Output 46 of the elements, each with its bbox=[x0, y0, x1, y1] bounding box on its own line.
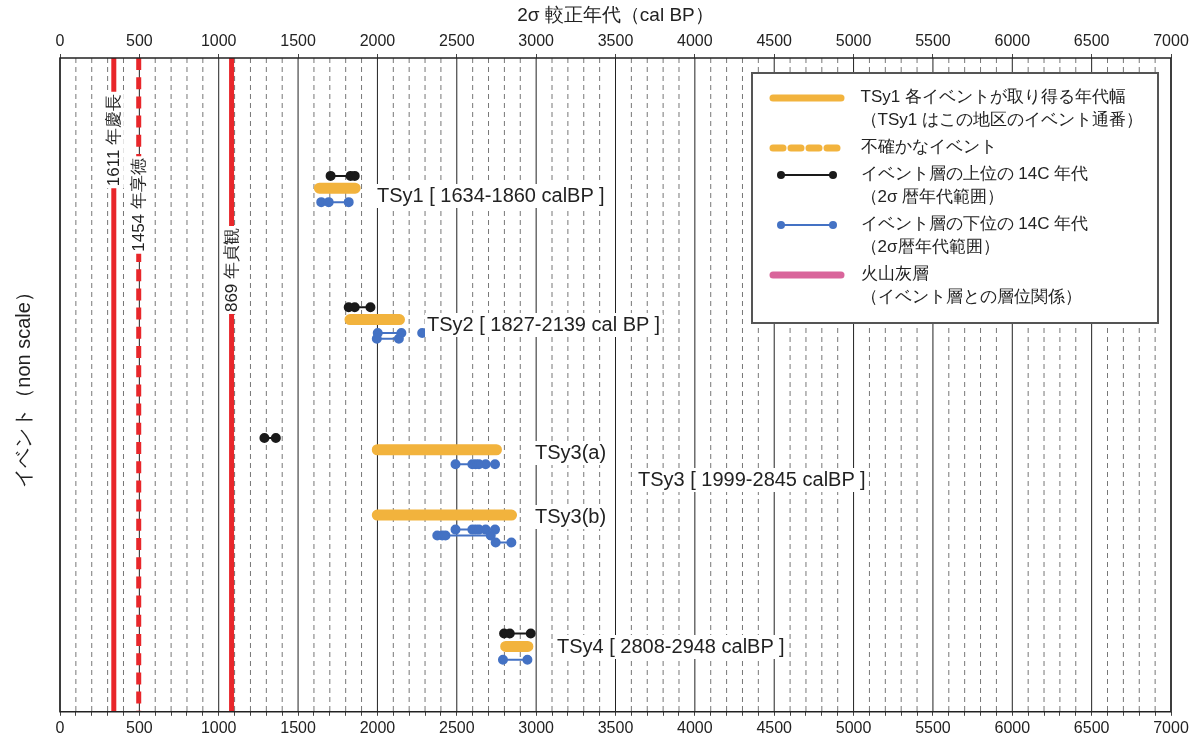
legend-label: 火山灰層（イベント層との層位関係） bbox=[860, 262, 1082, 308]
x2-tick-label: 6500 bbox=[1073, 31, 1110, 49]
annotation: TSy3 [ 1999-2845 calBP ] bbox=[638, 467, 866, 490]
x2-tick-label: 7000 bbox=[1153, 31, 1189, 49]
x2-axis-title: 2σ 較正年代（cal BP） bbox=[517, 3, 714, 25]
x-tick-label: 4000 bbox=[677, 718, 713, 736]
x-tick-label: 6000 bbox=[994, 718, 1031, 736]
x-tick-label: 500 bbox=[126, 718, 153, 736]
x-tick-label: 5000 bbox=[835, 718, 872, 736]
ref-line-label: 869 年貞観 bbox=[222, 227, 242, 313]
x2-tick-label: 6000 bbox=[994, 31, 1031, 49]
x-tick-label: 7000 bbox=[1153, 718, 1189, 736]
x-tick-label: 3500 bbox=[597, 718, 634, 736]
x-tick-label: 5500 bbox=[915, 718, 951, 736]
x-tick-label: 2500 bbox=[438, 718, 475, 736]
x-tick-label: 3000 bbox=[518, 718, 555, 736]
x-tick-label: 6500 bbox=[1073, 718, 1110, 736]
x-tick-label: 1000 bbox=[200, 718, 237, 736]
ref-line-label: 1454 年享徳 bbox=[129, 158, 149, 252]
x2-tick-label: 2500 bbox=[438, 31, 475, 49]
x2-tick-label: 500 bbox=[126, 31, 153, 49]
y-axis-title: イベント（non scale） bbox=[11, 282, 34, 488]
x-tick-label: 4500 bbox=[756, 718, 793, 736]
ref-line-label: 1611 年慶長 bbox=[104, 93, 124, 187]
x2-tick-label: 3000 bbox=[518, 31, 555, 49]
x2-tick-label: 4000 bbox=[677, 31, 713, 49]
annotation: TSy4 [ 2808-2948 calBP ] bbox=[557, 634, 785, 657]
x2-tick-label: 5500 bbox=[915, 31, 951, 49]
x-tick-label: 0 bbox=[55, 718, 65, 736]
x2-tick-label: 4500 bbox=[756, 31, 793, 49]
annotation: TSy3(a) bbox=[535, 440, 607, 463]
x2-tick-label: 1000 bbox=[200, 31, 237, 49]
annotation: TSy3(b) bbox=[535, 504, 607, 527]
x-tick-label: 1500 bbox=[280, 718, 316, 736]
legend-label: イベント層の上位の 14C 年代（2σ 暦年代範囲） bbox=[860, 162, 1089, 208]
x2-tick-label: 2000 bbox=[359, 31, 396, 49]
annotation: TSy1 [ 1634-1860 calBP ] bbox=[377, 183, 605, 206]
annotation: TSy2 [ 1827-2139 cal BP ] bbox=[427, 312, 661, 335]
x2-tick-label: 5000 bbox=[835, 31, 872, 49]
legend-label: イベント層の下位の 14C 年代（2σ暦年代範囲） bbox=[860, 212, 1089, 258]
x2-tick-label: 0 bbox=[55, 31, 65, 49]
x2-tick-label: 3500 bbox=[597, 31, 634, 49]
legend-label: 不確かなイベント bbox=[860, 135, 997, 158]
legend-label: TSy1 各イベントが取り得る年代幅（TSy1 はこの地区のイベント通番） bbox=[860, 86, 1143, 131]
x-tick-label: 2000 bbox=[359, 718, 396, 736]
x2-tick-label: 1500 bbox=[280, 31, 316, 49]
